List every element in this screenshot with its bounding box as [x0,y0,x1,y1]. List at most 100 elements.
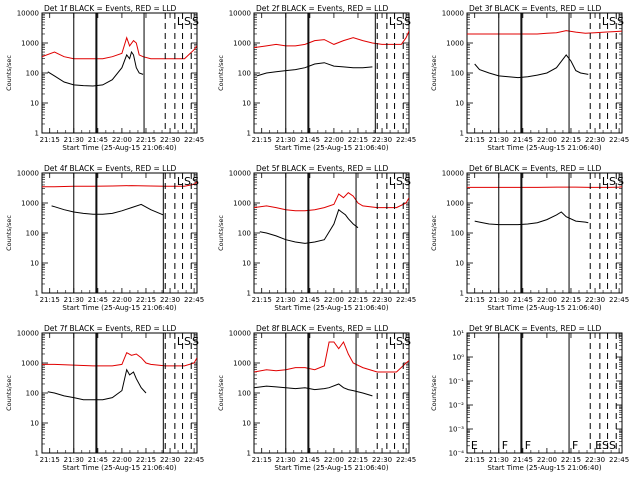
x-tick-label: 22:30 [372,136,392,144]
events-series-line [256,62,373,77]
y-axis-label: Counts/sec [430,215,438,251]
x-tick-label: 21:45 [300,456,320,464]
y-tick-label: 10 [30,260,39,268]
x-tick-label: 22:00 [324,456,344,464]
x-tick-label: 22:45 [609,136,629,144]
y-tick-label: 100 [238,390,251,398]
x-tick-label: 22:15 [561,296,581,304]
panel-data [467,13,622,133]
panel-title: Det 7f BLACK = Events, RED = LLD [44,324,177,333]
ss-label: LSS [602,15,625,28]
panel-data [42,173,197,293]
y-tick-label: 1 [247,450,251,458]
x-axis-label: Start Time (25-Aug-15 21:06:40) [274,144,388,152]
y-tick-label: 1 [247,290,251,298]
y-tick-label: 10000 [442,10,464,18]
x-tick-label: 21:45 [300,136,320,144]
y-tick-label: 1 [247,130,251,138]
y-axis-label: Counts/sec [5,215,13,251]
panel-det-6: Det 6f BLACK = Events, RED = LLD 1 10 100 10… [430,164,629,312]
panel-det-5: Det 5f BLACK = Events, RED = LLD 1 10 100 10… [217,164,416,312]
plot-frame [253,12,410,134]
x-tick-label: 21:45 [88,456,108,464]
plot-frame [41,172,198,294]
y-tick-label: 100 [451,70,464,78]
x-tick-label: 22:00 [324,296,344,304]
y-tick-label: 1 [35,290,39,298]
panel-data [42,13,197,133]
x-tick-label: 22:45 [184,136,204,144]
plot-frame [41,332,198,454]
lld-series-line [254,192,409,212]
x-tick-label: 22:15 [561,136,581,144]
x-tick-label: 21:45 [513,456,533,464]
y-tick-label: 10000 [17,170,39,178]
x-tick-label: 22:45 [396,136,416,144]
x-tick-label: 22:30 [585,456,605,464]
events-series-line [47,368,147,401]
x-tick-label: 22:00 [112,136,132,144]
lld-series-line [42,351,197,367]
x-tick-label: 22:15 [348,456,368,464]
x-tick-label: 22:45 [609,296,629,304]
y-tick-label: 10 [242,260,251,268]
x-tick-label: 22:45 [396,456,416,464]
y-tick-label: 10⁻⁴ [449,450,465,458]
x-tick-label: 22:30 [585,296,605,304]
x-tick-label: 21:45 [300,296,320,304]
panel-data [254,13,409,133]
x-tick-label: 22:30 [160,136,180,144]
y-axis-label: Counts/sec [5,375,13,411]
x-tick-label: 21:30 [276,296,296,304]
y-tick-label: 10⁰ [452,354,464,362]
panel-title: Det 3f BLACK = Events, RED = LLD [469,4,602,13]
events-series-line [259,208,359,244]
panel-title: Det 4f BLACK = Events, RED = LLD [44,164,177,173]
panel-data [42,333,197,453]
y-tick-label: 1000 [21,40,39,48]
x-tick-label: 22:00 [324,136,344,144]
ss-label: LSS [177,335,200,348]
x-axis-label: Start Time (25-Aug-15 21:06:40) [62,144,176,152]
x-tick-label: 21:45 [88,296,108,304]
x-tick-label: 22:30 [160,296,180,304]
y-tick-label: 1 [35,450,39,458]
panel-data [498,333,617,453]
y-tick-label: 1000 [233,200,251,208]
ss-label: LSS [389,335,412,348]
ss-label: LSS [389,15,412,28]
x-tick-label: 21:15 [252,296,272,304]
x-tick-label: 22:15 [136,296,156,304]
x-tick-label: 22:00 [537,296,557,304]
x-axis-label: Start Time (25-Aug-15 21:06:40) [274,464,388,472]
x-tick-label: 22:30 [160,456,180,464]
y-tick-label: 1000 [446,200,464,208]
panel-title: Det 2f BLACK = Events, RED = LLD [256,4,389,13]
x-tick-label: 22:00 [537,136,557,144]
y-tick-label: 10000 [229,10,251,18]
x-tick-label: 21:15 [465,296,485,304]
lld-series-line [42,181,197,188]
y-tick-label: 10⁻³ [449,426,465,434]
bottom-marker-label: F [502,439,508,452]
panel-data [467,173,622,293]
lld-series-line [467,30,622,35]
x-tick-label: 21:45 [513,136,533,144]
x-axis-label: Start Time (25-Aug-15 21:06:40) [62,304,176,312]
panel-title: Det 6f BLACK = Events, RED = LLD [469,164,602,173]
panel-det-1: Det 1f BLACK = Events, RED = LLD 1 10 100 10… [5,4,204,152]
ss-label: LSS [177,15,200,28]
ss-label: LSS [602,175,625,188]
x-axis-label: Start Time (25-Aug-15 21:06:40) [274,304,388,312]
y-tick-label: 1000 [21,360,39,368]
x-tick-label: 21:30 [276,136,296,144]
y-axis-label: Counts/sec [5,55,13,91]
x-tick-label: 22:45 [396,296,416,304]
x-tick-label: 22:30 [372,296,392,304]
y-tick-label: 100 [26,70,39,78]
y-tick-label: 10000 [442,170,464,178]
x-tick-label: 22:45 [184,456,204,464]
y-axis-label: Counts/sec [217,215,225,251]
y-tick-label: 1 [35,130,39,138]
y-tick-label: 10 [30,420,39,428]
